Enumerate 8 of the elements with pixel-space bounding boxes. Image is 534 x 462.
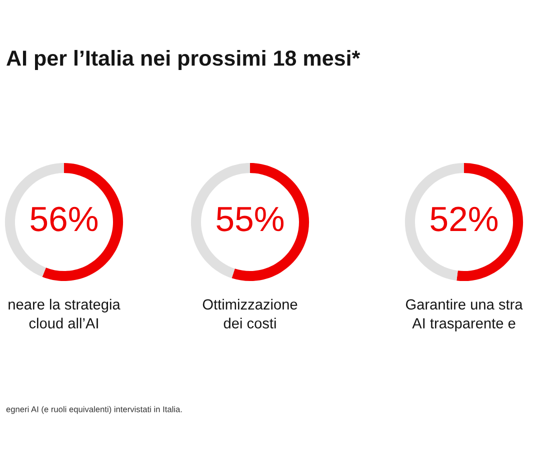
data-label: 56% <box>30 206 98 232</box>
text: AI per l’Italia nei prossimi 18 mesi* <box>6 50 360 70</box>
data-label: 55% <box>216 206 284 232</box>
text: egneri AI (e ruoli equivalenti) intervistati in Italia. <box>6 406 182 414</box>
slice-label: neare la strategia cloud all’AI <box>8 298 120 328</box>
slice-label: Ottimizzazione dei costi <box>202 298 298 328</box>
slice-label: Garantire una stra AI trasparente e <box>406 298 523 332</box>
data-label: 52% <box>430 206 498 232</box>
